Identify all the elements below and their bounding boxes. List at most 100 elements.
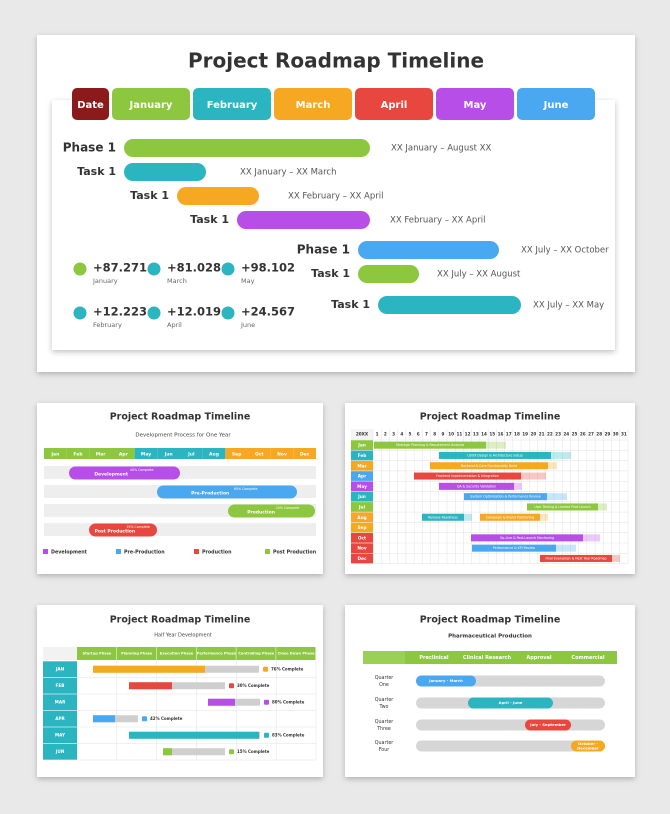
title: Project Roadmap Timeline bbox=[420, 412, 561, 423]
timeline-bar bbox=[237, 211, 370, 229]
month-label: Jun bbox=[357, 494, 366, 500]
phase-label: Close Down Phase bbox=[278, 652, 316, 656]
progress-icon bbox=[229, 749, 234, 755]
day-label: 3 bbox=[392, 432, 395, 437]
stat-dot bbox=[73, 306, 87, 320]
month-cell bbox=[351, 440, 373, 450]
stat-value: +81.028 bbox=[167, 261, 221, 275]
phase-name: Production bbox=[247, 510, 275, 516]
month-cell bbox=[43, 661, 77, 678]
month-label: Aug bbox=[209, 452, 219, 458]
timeline-bar bbox=[177, 187, 259, 205]
header-blank bbox=[43, 647, 77, 660]
stat-dot bbox=[221, 262, 235, 276]
header-tab bbox=[193, 88, 271, 120]
month-label: Sep bbox=[232, 452, 242, 458]
title: Project Roadmap Timeline bbox=[110, 412, 251, 423]
phase-label: Execution Phase bbox=[160, 652, 194, 656]
progress-label: 30% Complete bbox=[237, 683, 270, 688]
stat-value: +24.567 bbox=[241, 305, 295, 319]
progress-label: 83% Complete bbox=[272, 732, 305, 737]
track bbox=[416, 740, 605, 752]
month-label: Feb bbox=[358, 453, 367, 459]
header-tab bbox=[274, 88, 352, 120]
month-cell bbox=[202, 448, 226, 459]
progress-label: 15% Complete bbox=[237, 749, 270, 754]
phase-cell bbox=[276, 647, 316, 660]
row-label: Task 1 bbox=[190, 213, 229, 226]
header-tab bbox=[112, 88, 190, 120]
progress-rest bbox=[129, 682, 225, 690]
phase-cell bbox=[77, 647, 117, 660]
track bbox=[416, 719, 605, 731]
month-label: Jul bbox=[187, 452, 195, 458]
task-bar bbox=[464, 493, 547, 501]
phase-note: 60% Complete bbox=[234, 487, 257, 491]
timeline-bar bbox=[378, 296, 521, 314]
phase-note: 10% Complete bbox=[276, 506, 299, 510]
quarter-label: Two bbox=[379, 704, 389, 710]
month-label: MAR bbox=[55, 699, 66, 704]
quarter-label: Quarter bbox=[375, 675, 394, 681]
month-label: MAY bbox=[55, 732, 66, 737]
row-range: XX February – XX April bbox=[390, 216, 485, 226]
phase-bar bbox=[228, 504, 315, 518]
phase-name: Pre-Production bbox=[191, 491, 229, 497]
quarter-label: Four bbox=[379, 747, 390, 753]
phase-bar bbox=[69, 466, 180, 480]
day-label: 13 bbox=[473, 432, 479, 437]
day-label: 9 bbox=[441, 432, 444, 437]
day-label: 20 bbox=[530, 432, 536, 437]
subtitle: Half Year Development bbox=[154, 633, 211, 639]
day-label: 17 bbox=[506, 432, 512, 437]
task-label: Campaign & Brand Positioning bbox=[486, 515, 535, 519]
phase-label: Controlling Phase bbox=[238, 652, 274, 656]
task-bar bbox=[414, 472, 521, 480]
stat-label: March bbox=[167, 277, 187, 285]
month-label: Jan bbox=[50, 452, 59, 458]
stat-dot bbox=[147, 262, 161, 276]
title: Project Roadmap Timeline bbox=[188, 49, 484, 73]
progress-bar bbox=[208, 698, 235, 706]
month-label: APR bbox=[55, 716, 65, 721]
day-label: 28 bbox=[596, 432, 602, 437]
period-bar bbox=[525, 719, 571, 731]
month-cell bbox=[351, 450, 373, 461]
day-label: 8 bbox=[433, 432, 436, 437]
month-cell bbox=[351, 522, 373, 533]
quarter-label: Quarter bbox=[375, 697, 394, 703]
header-tab bbox=[72, 88, 109, 120]
row-range: XX February – XX April bbox=[288, 192, 383, 202]
month-cell bbox=[351, 502, 373, 512]
task-label: Strategic Planning & Requirement Analysi… bbox=[396, 443, 465, 447]
progress-bar bbox=[93, 665, 205, 673]
phase-name: Development bbox=[94, 472, 129, 478]
stat-label: January bbox=[92, 277, 118, 285]
month-cell bbox=[351, 512, 373, 523]
row-label: Task 1 bbox=[331, 298, 370, 311]
quarter-label: Three bbox=[376, 726, 391, 732]
task-label: Backend & Core Functionality Build bbox=[461, 464, 517, 468]
month-label: May bbox=[357, 484, 367, 490]
day-label: 1 bbox=[376, 432, 379, 437]
month-cell bbox=[351, 491, 373, 502]
progress-label: 42% Complete bbox=[150, 716, 183, 721]
task-bar bbox=[439, 451, 551, 459]
task-bar bbox=[374, 441, 486, 449]
month-cell bbox=[225, 448, 248, 459]
progress-icon bbox=[263, 666, 268, 672]
header-label: March bbox=[296, 100, 331, 111]
day-label: 26 bbox=[580, 432, 586, 437]
progress-bar bbox=[93, 715, 115, 723]
title: Project Roadmap Timeline bbox=[420, 615, 561, 626]
corner-cell bbox=[351, 429, 373, 440]
legend-swatch bbox=[194, 549, 199, 554]
legend-swatch bbox=[43, 549, 48, 554]
task-label: User Testing & Limited Pilot Launch bbox=[534, 505, 590, 509]
month-label: JAN bbox=[55, 666, 65, 671]
legend-label: Pre-Production bbox=[124, 550, 165, 556]
stage-label: Commercial bbox=[571, 655, 604, 661]
phase-cell bbox=[156, 647, 196, 660]
stat-label: April bbox=[167, 321, 182, 329]
row-label: Task 1 bbox=[130, 189, 169, 202]
